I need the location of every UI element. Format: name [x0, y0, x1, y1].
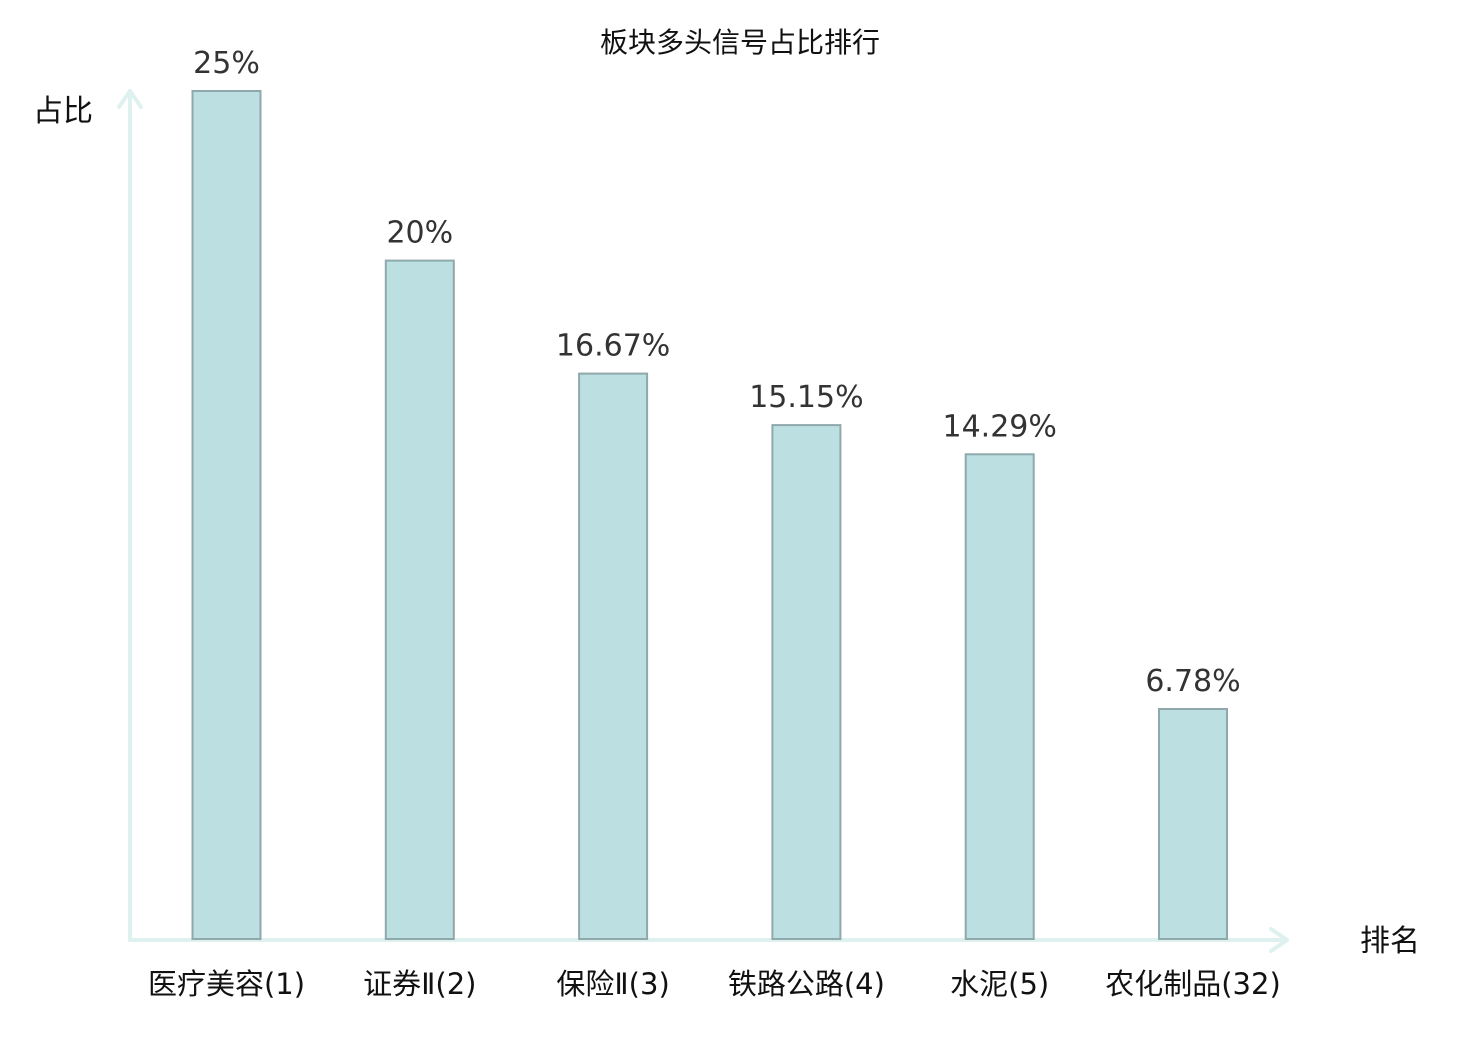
bar-1 [191, 90, 262, 940]
category-label-5: 水泥(5) [950, 967, 1049, 1001]
bar-4 [771, 424, 842, 941]
value-label-4: 15.15% [749, 380, 863, 415]
category-label-1: 医疗美容(1) [148, 967, 305, 1001]
value-label-3: 16.67% [556, 329, 670, 364]
axes [117, 89, 1289, 953]
category-label-2: 证券Ⅱ(2) [363, 967, 476, 1001]
value-label-2: 20% [386, 216, 453, 251]
bar-6 [1158, 708, 1228, 940]
value-label-6: 6.78% [1145, 664, 1240, 699]
category-labels: 医疗美容(1) 证券Ⅱ(2) 保险Ⅱ(3) 铁路公路(4) 水泥(5) 农化制品(32) [148, 967, 1281, 1001]
value-label-5: 14.29% [943, 409, 1057, 444]
category-label-4: 铁路公路(4) [728, 967, 885, 1001]
bar-5 [964, 453, 1035, 940]
bar-3 [578, 372, 649, 941]
category-label-6: 农化制品(32) [1105, 967, 1281, 1001]
chart-title: 板块多头信号占比排行 [600, 26, 880, 59]
bars [191, 90, 1228, 941]
x-axis-title: 排名 [1360, 924, 1420, 959]
bar-2 [384, 259, 455, 941]
y-axis-arrow-icon [117, 89, 143, 109]
value-labels: 25% 20% 16.67% 15.15% 14.29% 6.78% [193, 46, 1241, 699]
category-label-3: 保险Ⅱ(3) [556, 967, 669, 1001]
y-axis-title: 占比 [33, 94, 93, 129]
x-axis-arrow-icon [1269, 927, 1289, 953]
value-label-1: 25% [193, 46, 260, 81]
